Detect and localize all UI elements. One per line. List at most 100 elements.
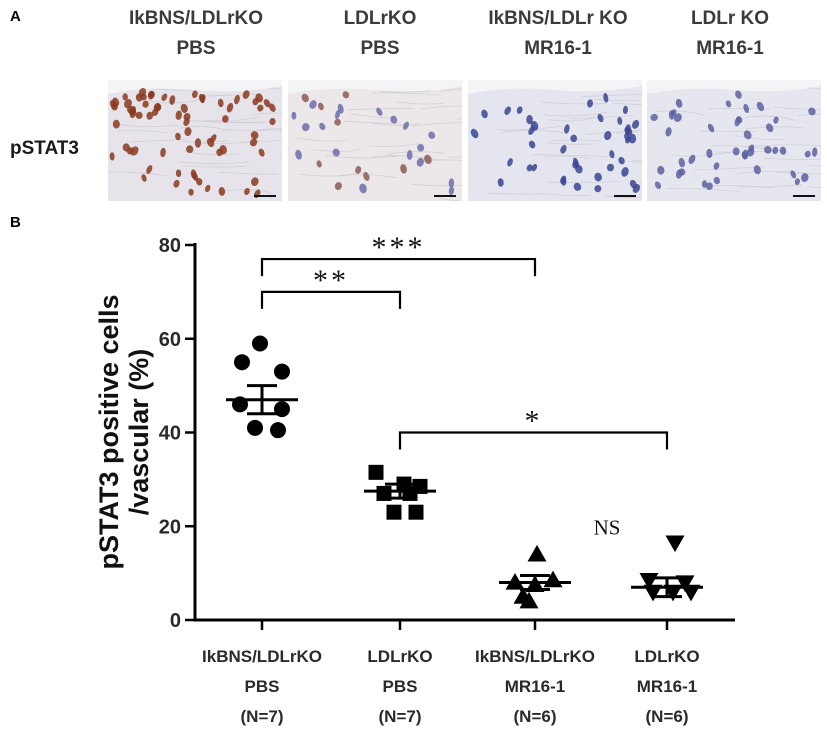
cell-nucleus [160,147,166,158]
cell-nucleus [301,123,310,132]
micrograph-3 [468,80,642,201]
cell-nucleus [526,164,533,172]
cell-nucleus [250,131,259,140]
fiber-texture [593,98,640,102]
cell-nucleus [390,115,398,124]
fiber-texture [763,157,821,160]
data-point-circle [234,354,250,371]
x-category-label-line: LDLrKO [634,647,699,666]
cell-nucleus [400,164,407,174]
cell-nucleus [812,147,818,157]
cell-nucleus [416,157,424,167]
cell-nucleus [363,171,370,181]
fiber-texture [797,113,821,116]
x-category-label-line: (N=6) [646,707,689,726]
fiber-texture [325,155,399,159]
data-point-triangle-up [543,570,563,588]
col-header-1: IkBNS/LDLrKO PBS [96,4,296,64]
cell-nucleus [764,146,772,154]
fiber-texture [738,184,802,188]
cell-nucleus [334,182,342,191]
significance-label: *** [372,231,426,264]
cell-nucleus [196,177,203,186]
fiber-texture [630,160,642,162]
cell-nucleus [355,166,362,174]
data-point-triangle-down [681,584,701,602]
cell-nucleus [194,138,202,148]
cell-nucleus [291,111,297,120]
fiber-texture [108,171,167,177]
fiber-texture [540,193,590,197]
fiber-texture [546,142,594,145]
cell-nucleus [129,107,136,116]
cell-nucleus [175,132,181,141]
cell-nucleus [316,160,322,168]
cell-nucleus [301,93,309,103]
cell-nucleus [657,165,665,175]
fiber-texture [275,129,282,132]
cell-nucleus [204,184,211,193]
data-point-square [386,504,402,520]
cell-nucleus [732,147,740,156]
cell-nucleus [295,149,302,160]
fiber-texture [221,189,272,194]
x-category-label-line: (N=6) [514,707,557,726]
cell-nucleus [804,150,811,158]
cell-nucleus [622,105,628,115]
cell-nucleus [625,128,633,136]
cell-nucleus [779,146,787,155]
fiber-texture [312,147,362,152]
col-header-3: IkBNS/LDLr KO MR16-1 [458,4,658,64]
panel-b-letter: B [10,214,21,231]
fiber-texture [370,92,440,96]
cell-nucleus [707,123,715,133]
cell-nucleus [218,187,226,196]
cell-nucleus [188,188,194,196]
cell-nucleus [606,163,615,172]
cell-nucleus [186,145,194,153]
cell-nucleus [570,134,578,143]
cell-nucleus [688,154,696,164]
cell-nucleus [337,103,344,114]
cell-nucleus [257,104,264,112]
x-category-label-line: PBS [245,677,280,696]
significance-label: ** [313,264,349,297]
lumen-edge [647,80,821,94]
cell-nucleus [403,121,409,130]
fiber-texture [738,170,806,175]
cell-nucleus [406,150,413,160]
cell-nucleus [140,93,147,101]
cell-nucleus [670,109,677,117]
fiber-texture [487,192,544,195]
significance-label-ns: NS [594,515,621,539]
cell-nucleus [424,154,432,165]
cell-nucleus [794,178,800,186]
cell-nucleus [675,98,683,108]
x-category-label-line: LDLrKO [367,647,432,666]
cell-nucleus [673,113,682,122]
col-header-3-line-1: IkBNS/LDLr KO [488,8,628,29]
fiber-texture [612,103,642,106]
fiber-texture [386,151,446,155]
cell-nucleus [175,169,182,178]
cell-nucleus [252,97,259,106]
data-point-circle [274,363,290,380]
fiber-texture [372,155,440,161]
cell-nucleus [561,177,567,186]
cell-nucleus [654,181,662,189]
fiber-texture [412,122,462,127]
cell-nucleus [258,148,265,157]
cell-nucleus [198,93,205,104]
fiber-texture [547,180,621,183]
cell-nucleus [226,102,234,113]
cell-nucleus [217,98,224,108]
cell-nucleus [180,103,188,113]
fiber-texture [734,135,784,141]
col-header-3-line-2: MR16-1 [524,38,592,59]
lumen-edge [108,80,282,94]
cell-nucleus [507,158,513,167]
fiber-texture [546,117,594,122]
cell-nucleus [309,100,317,109]
cell-nucleus [675,169,683,179]
